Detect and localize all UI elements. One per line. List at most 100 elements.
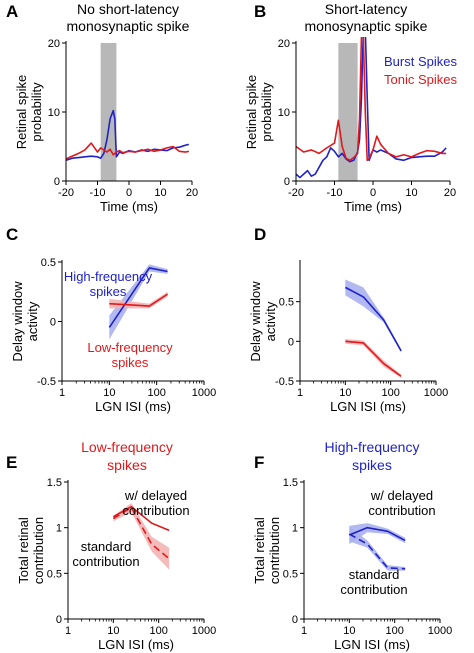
plot-area bbox=[348, 523, 406, 571]
panel-c: C 1 10 100 1000 -0.5 0 0.5 LGN ISI (ms) Delay win… bbox=[6, 225, 216, 414]
x-tick-label: 1000 bbox=[428, 625, 452, 637]
panel-title: spikes bbox=[107, 457, 147, 473]
series-line-red bbox=[109, 293, 169, 307]
legend-entry: Tonic Spikes bbox=[384, 72, 457, 87]
error-band bbox=[349, 526, 406, 571]
annotation-text: w/ delayed bbox=[124, 488, 187, 503]
x-tick-label: 1000 bbox=[424, 387, 448, 399]
panel-title: spikes bbox=[352, 457, 392, 473]
panel-letter: F bbox=[254, 453, 264, 472]
x-tick-label: 10 bbox=[107, 625, 119, 637]
x-tick-label: 1 bbox=[297, 387, 303, 399]
annotation-text: spikes bbox=[112, 355, 149, 370]
y-tick-label: -0.5 bbox=[37, 376, 56, 388]
error-band bbox=[345, 279, 402, 353]
y-axis-label-line: Delay window bbox=[10, 281, 25, 362]
y-axis-label: Retinal spikeprobability bbox=[14, 75, 44, 149]
plot-area bbox=[296, 37, 447, 179]
y-axis-label: Total retinalcontribution bbox=[252, 517, 282, 584]
series-line-red bbox=[112, 505, 170, 532]
annotation-text: contribution bbox=[72, 554, 139, 569]
plot-area bbox=[66, 109, 190, 162]
series-line-blue bbox=[108, 267, 168, 328]
series-line-red bbox=[345, 340, 402, 377]
x-tick-label: 0 bbox=[370, 187, 376, 199]
series-line-blue bbox=[344, 286, 402, 352]
y-tick-label: 0.5 bbox=[283, 568, 298, 580]
annotation-text: standard bbox=[81, 539, 132, 554]
panel-letter: E bbox=[6, 453, 17, 472]
y-tick-label: 0 bbox=[284, 176, 290, 188]
panel-f: F High-frequency spikes 1 10 100 1000 0 0.5 1 1.5 L… bbox=[252, 439, 452, 652]
x-tick-label: 100 bbox=[149, 625, 167, 637]
y-tick-label: 1 bbox=[292, 523, 298, 535]
panel-letter: B bbox=[254, 2, 266, 21]
panel-e: E Low-frequency spikes 1 10 100 1000 0 0.5 1 1.5 LG… bbox=[6, 439, 216, 652]
panel-title: Low-frequency bbox=[81, 439, 173, 455]
x-tick-label: 1000 bbox=[192, 387, 216, 399]
series-line-blue bbox=[296, 37, 447, 179]
x-tick-label: -10 bbox=[90, 187, 106, 199]
x-tick-label: 20 bbox=[186, 187, 198, 199]
x-tick-label: 20 bbox=[444, 187, 456, 199]
error-band bbox=[113, 503, 170, 570]
y-tick-label: 1 bbox=[56, 523, 62, 535]
panel-letter: C bbox=[6, 225, 18, 244]
x-axis-label: LGN ISI (ms) bbox=[330, 399, 406, 414]
x-tick-label: 10 bbox=[343, 625, 355, 637]
y-axis-label-line: Retinal spike bbox=[244, 75, 259, 149]
annotation-text: contribution bbox=[368, 503, 435, 518]
annotation-text: Low-frequency bbox=[87, 340, 173, 355]
series-line-blue-dashed bbox=[348, 533, 406, 570]
x-tick-label: 10 bbox=[405, 187, 417, 199]
y-axis-label-line: Total retinal bbox=[16, 517, 31, 584]
x-tick-label: -20 bbox=[58, 187, 74, 199]
y-axis-label-line: probability bbox=[259, 82, 274, 142]
x-axis-label: Time (ms) bbox=[100, 199, 158, 214]
y-tick-label: 0 bbox=[288, 336, 294, 348]
y-tick-label: 0 bbox=[50, 317, 56, 329]
plot-area bbox=[112, 503, 170, 570]
y-axis-label-line: Total retinal bbox=[252, 517, 267, 584]
y-axis-label: Retinal spikeprobability bbox=[244, 75, 274, 149]
y-tick-label: 10 bbox=[278, 107, 290, 119]
y-tick-label: 0 bbox=[54, 176, 60, 188]
x-tick-label: -20 bbox=[288, 187, 304, 199]
x-tick-label: 10 bbox=[103, 387, 115, 399]
legend-entry: Burst Spikes bbox=[384, 54, 457, 69]
y-tick-label: 0.5 bbox=[47, 568, 62, 580]
error-band bbox=[349, 523, 406, 545]
series-line-red bbox=[66, 142, 190, 160]
annotation-text: High-frequency bbox=[64, 269, 153, 284]
y-axis-label: Delay windowactivity bbox=[10, 281, 40, 362]
x-tick-label: 1000 bbox=[192, 625, 216, 637]
panel-title: Short-latency bbox=[325, 1, 407, 17]
series-line-red bbox=[296, 37, 447, 162]
error-band bbox=[345, 338, 402, 378]
x-tick-label: 1 bbox=[301, 625, 307, 637]
x-tick-label: 10 bbox=[154, 187, 166, 199]
y-tick-label: 20 bbox=[48, 38, 60, 50]
x-tick-label: 10 bbox=[339, 387, 351, 399]
y-tick-label: 1.5 bbox=[47, 477, 62, 489]
y-tick-label: 10 bbox=[48, 107, 60, 119]
series-line-blue bbox=[66, 109, 190, 162]
panel-title: monosynaptic spike bbox=[305, 18, 428, 34]
y-tick-label: 20 bbox=[278, 38, 290, 50]
panel-d: D 1 10 100 1000 -0.5 0 0.5 LGN ISI (ms) Delay win… bbox=[248, 225, 448, 414]
y-tick-label: 0.5 bbox=[41, 257, 56, 269]
y-tick-label: 0 bbox=[56, 614, 62, 626]
x-tick-label: 100 bbox=[385, 625, 403, 637]
y-tick-label: 0 bbox=[292, 614, 298, 626]
x-axis-label: LGN ISI (ms) bbox=[334, 637, 410, 652]
x-axis-label: Time (ms) bbox=[344, 199, 402, 214]
annotation-text: spikes bbox=[90, 284, 127, 299]
y-tick-label: 1.5 bbox=[283, 477, 298, 489]
shaded-window bbox=[338, 43, 358, 181]
y-axis-label-line: contribution bbox=[31, 517, 46, 584]
x-tick-label: -10 bbox=[327, 187, 343, 199]
plot-area bbox=[344, 279, 402, 378]
